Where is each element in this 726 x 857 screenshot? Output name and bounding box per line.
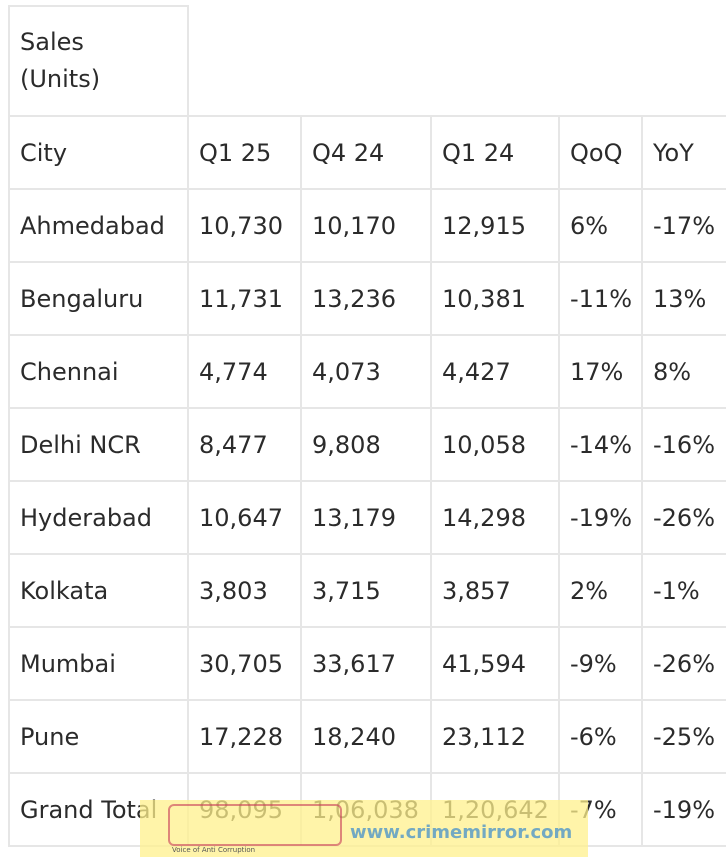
value-cell: 13% <box>641 261 726 336</box>
data-row: Mumbai 30,705 33,617 41,594 -9% -26% <box>8 626 726 701</box>
value-cell: -19% <box>558 480 643 555</box>
value-cell: 4,427 <box>430 334 560 409</box>
value-cell: 3,715 <box>300 553 432 628</box>
value-cell: -6% <box>558 699 643 774</box>
value-cell: 18,240 <box>300 699 432 774</box>
data-row: Hyderabad 10,647 13,179 14,298 -19% -26% <box>8 480 726 555</box>
value-cell: -14% <box>558 407 643 482</box>
city-cell: Delhi NCR <box>8 407 189 482</box>
data-row: Pune 17,228 18,240 23,112 -6% -25% <box>8 699 726 774</box>
column-header: YoY <box>641 115 726 190</box>
watermark: www.crimemirror.com Voice of Anti Corrup… <box>140 800 588 857</box>
value-cell: 4,774 <box>187 334 302 409</box>
city-cell: Kolkata <box>8 553 189 628</box>
city-cell: Pune <box>8 699 189 774</box>
watermark-tagline: Voice of Anti Corruption <box>172 846 256 854</box>
column-header: City <box>8 115 189 190</box>
city-cell: Bengaluru <box>8 261 189 336</box>
value-cell: 2% <box>558 553 643 628</box>
value-cell: -26% <box>641 626 726 701</box>
value-cell: 10,647 <box>187 480 302 555</box>
value-cell: 13,236 <box>300 261 432 336</box>
column-header: Q1 24 <box>430 115 560 190</box>
value-cell: 14,298 <box>430 480 560 555</box>
value-cell: 10,730 <box>187 188 302 263</box>
caption-cell: Sales (Units) <box>8 5 189 116</box>
column-header: Q1 25 <box>187 115 302 190</box>
data-row: Delhi NCR 8,477 9,808 10,058 -14% -16% <box>8 407 726 482</box>
value-cell: 12,915 <box>430 188 560 263</box>
value-cell: 13,179 <box>300 480 432 555</box>
data-row: Bengaluru 11,731 13,236 10,381 -11% 13% <box>8 261 726 336</box>
value-cell: -11% <box>558 261 643 336</box>
value-cell: 8% <box>641 334 726 409</box>
column-header: Q4 24 <box>300 115 432 190</box>
value-cell: -19% <box>641 772 726 847</box>
sales-table: Sales (Units) City Q1 25 Q4 24 Q1 24 QoQ YoY A… <box>8 5 726 847</box>
value-cell: 8,477 <box>187 407 302 482</box>
header-row: City Q1 25 Q4 24 Q1 24 QoQ YoY <box>8 115 726 190</box>
caption: Sales (Units) <box>20 28 101 93</box>
value-cell: 6% <box>558 188 643 263</box>
value-cell: -9% <box>558 626 643 701</box>
city-cell: Mumbai <box>8 626 189 701</box>
value-cell: 9,808 <box>300 407 432 482</box>
value-cell: 17,228 <box>187 699 302 774</box>
value-cell: 3,857 <box>430 553 560 628</box>
city-cell: Hyderabad <box>8 480 189 555</box>
watermark-logo <box>168 804 342 846</box>
value-cell: 30,705 <box>187 626 302 701</box>
value-cell: -25% <box>641 699 726 774</box>
value-cell: -16% <box>641 407 726 482</box>
city-cell: Ahmedabad <box>8 188 189 263</box>
value-cell: 3,803 <box>187 553 302 628</box>
column-header: QoQ <box>558 115 643 190</box>
data-row: Chennai 4,774 4,073 4,427 17% 8% <box>8 334 726 409</box>
watermark-url: www.crimemirror.com <box>350 822 573 843</box>
value-cell: 41,594 <box>430 626 560 701</box>
value-cell: 10,170 <box>300 188 432 263</box>
value-cell: -26% <box>641 480 726 555</box>
value-cell: 23,112 <box>430 699 560 774</box>
city-cell: Chennai <box>8 334 189 409</box>
value-cell: -17% <box>641 188 726 263</box>
value-cell: 4,073 <box>300 334 432 409</box>
caption-row: Sales (Units) <box>8 5 726 116</box>
value-cell: 33,617 <box>300 626 432 701</box>
value-cell: 17% <box>558 334 643 409</box>
value-cell: 10,381 <box>430 261 560 336</box>
data-row: Kolkata 3,803 3,715 3,857 2% -1% <box>8 553 726 628</box>
value-cell: 10,058 <box>430 407 560 482</box>
data-row: Ahmedabad 10,730 10,170 12,915 6% -17% <box>8 188 726 263</box>
value-cell: 11,731 <box>187 261 302 336</box>
value-cell: -1% <box>641 553 726 628</box>
